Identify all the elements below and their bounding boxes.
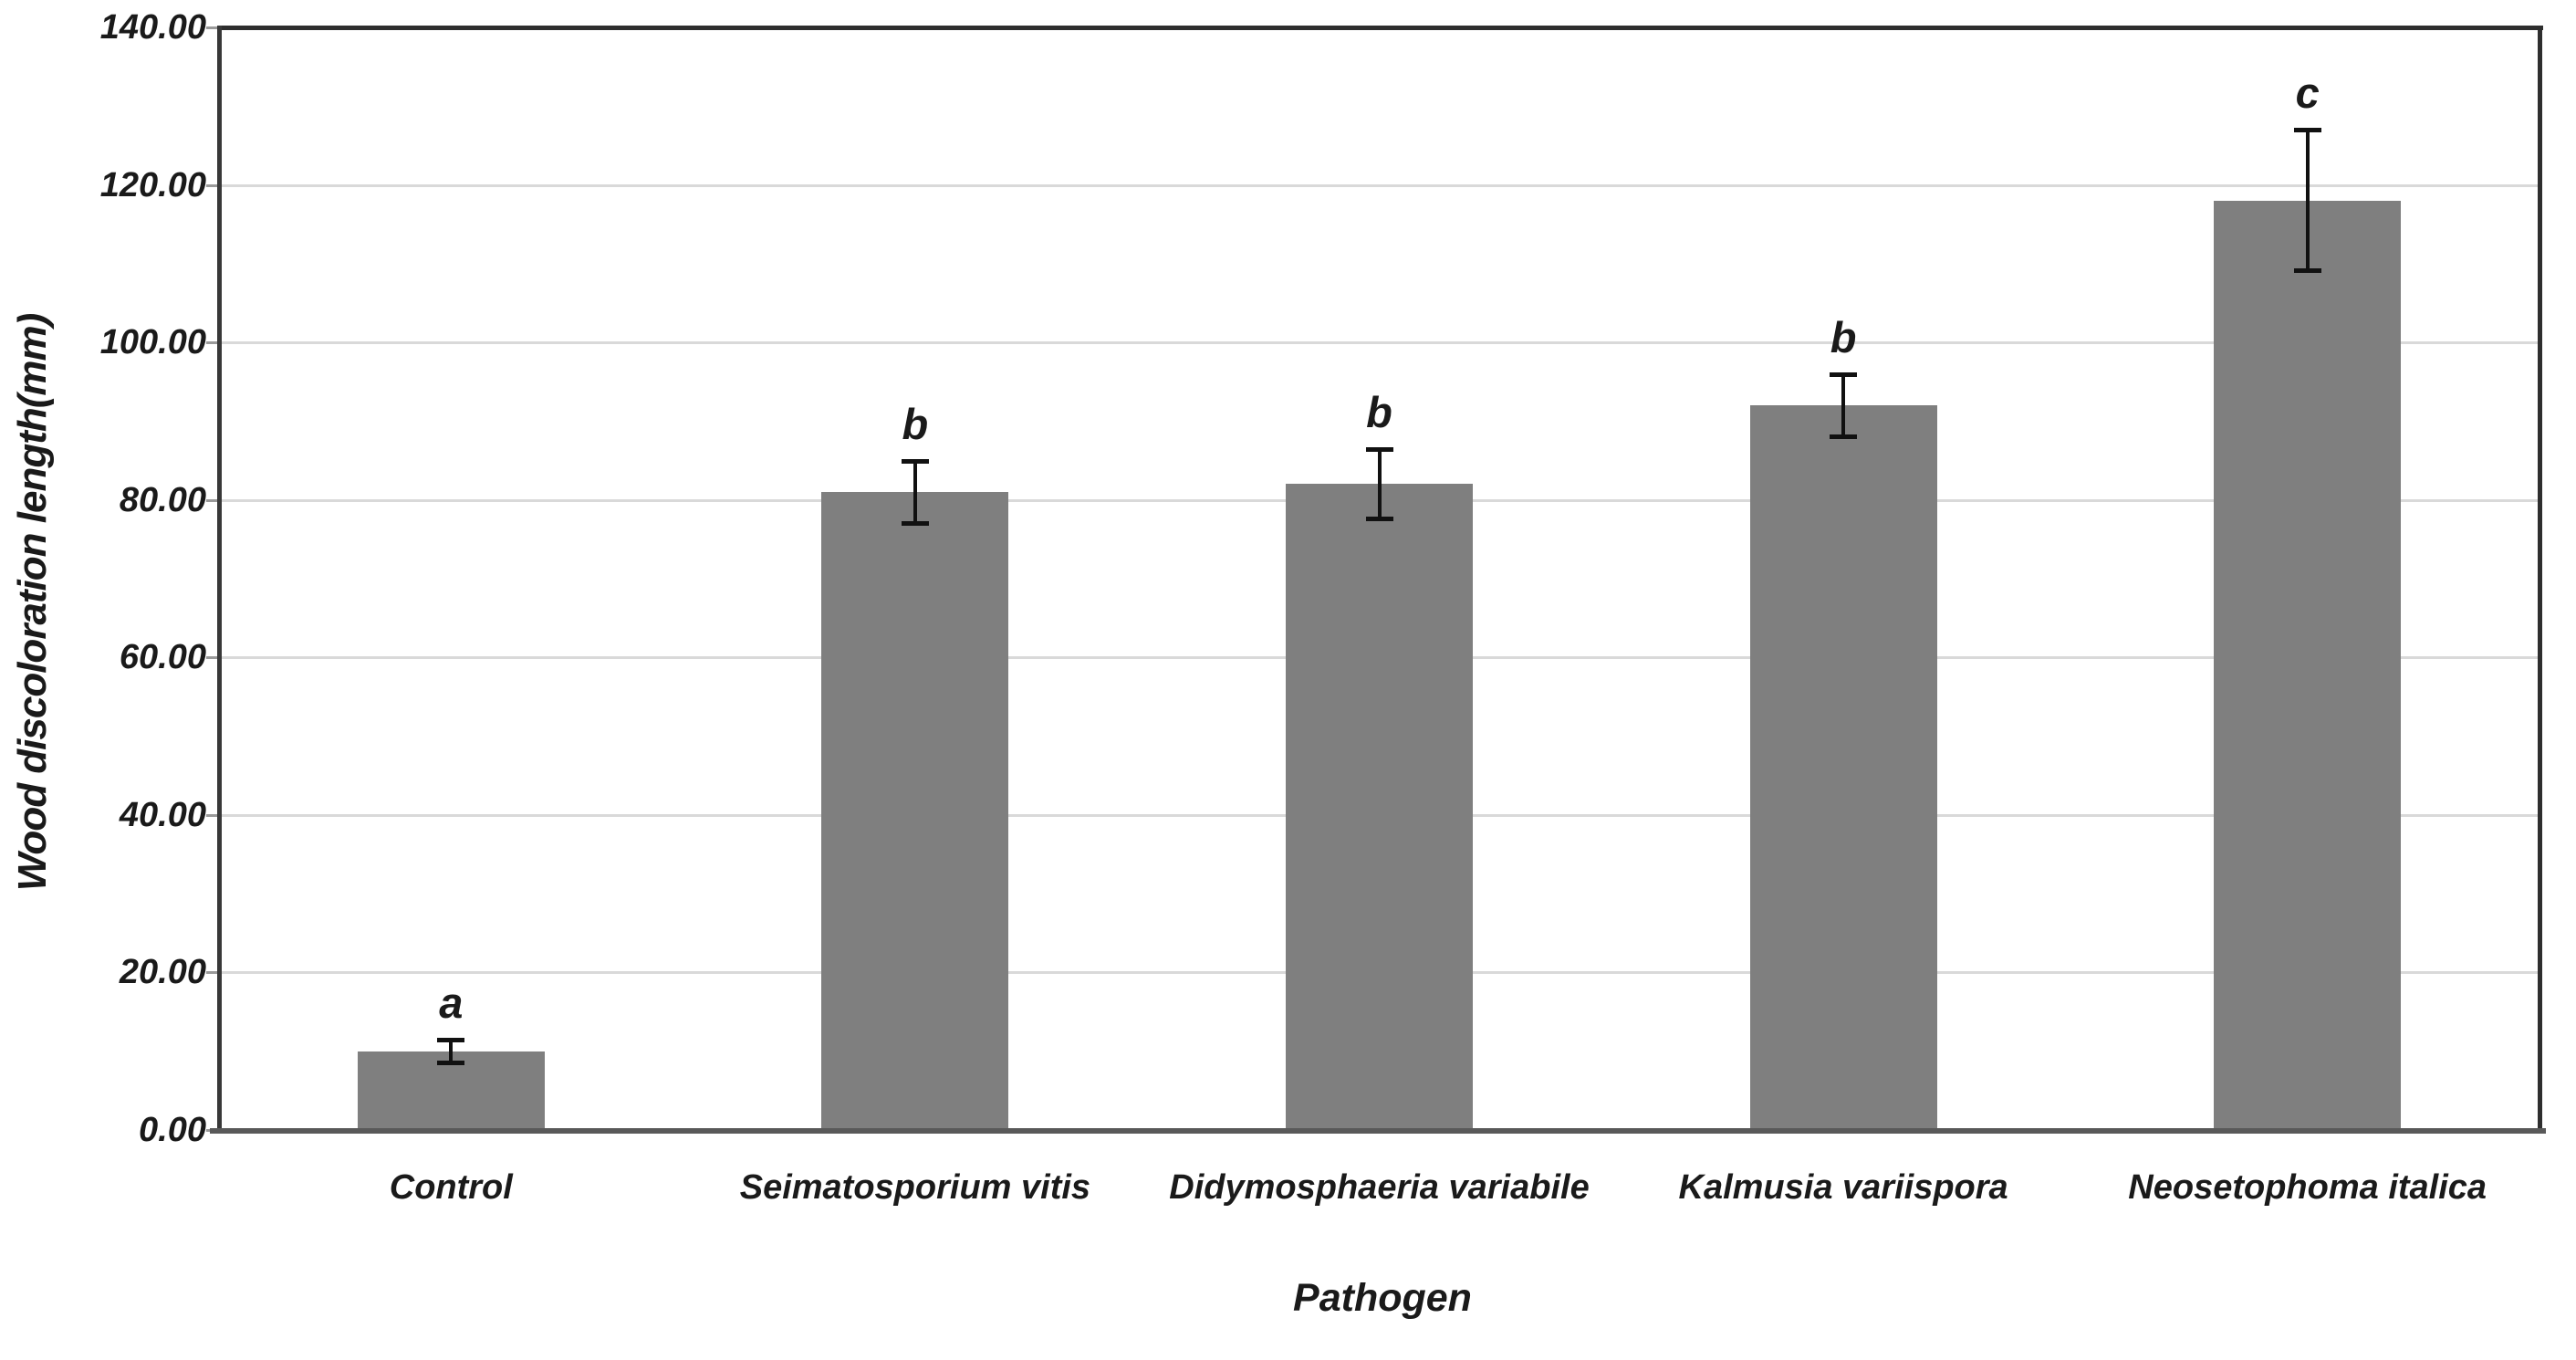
y-axis-tick (206, 183, 219, 187)
significance-letter: c (2295, 68, 2320, 118)
y-axis-tick-label: 40.00 (119, 795, 206, 834)
error-bar-cap-top (1365, 446, 1393, 452)
gridline (219, 183, 2539, 187)
significance-letter: a (439, 978, 464, 1027)
gridline (219, 341, 2539, 345)
error-bar-cap-bottom (437, 1060, 465, 1065)
y-axis-tick (206, 813, 219, 817)
error-bar-line (913, 460, 917, 524)
y-axis-tick (206, 26, 219, 29)
bar (2214, 200, 2402, 1130)
y-axis-line (217, 26, 222, 1133)
error-bar-line (2305, 130, 2310, 272)
error-bar-line (1377, 448, 1382, 520)
error-bar-line (449, 1039, 454, 1063)
error-bar-cap-bottom (901, 520, 929, 526)
y-axis-tick (206, 498, 219, 502)
y-axis-tick-label: 0.00 (139, 1111, 206, 1149)
error-bar-cap-bottom (2293, 268, 2321, 274)
y-axis-tick-label: 60.00 (119, 638, 206, 677)
y-axis-tick-label: 120.00 (99, 165, 206, 204)
plot-border-right (2538, 26, 2542, 1133)
error-bar-line (1841, 373, 1846, 437)
x-axis-title: Pathogen (1293, 1276, 1472, 1320)
x-category-label: Didymosphaeria variabile (1169, 1168, 1590, 1207)
significance-letter: b (1366, 387, 1392, 436)
error-bar-cap-top (901, 458, 929, 464)
x-category-label: Kalmusia variispora (1678, 1168, 2008, 1207)
y-axis-tick (206, 656, 219, 660)
error-bar-cap-bottom (1830, 434, 1858, 439)
bar (821, 492, 1009, 1130)
y-axis-tick-label: 20.00 (119, 953, 206, 992)
significance-letter: b (1830, 312, 1857, 361)
error-bar-cap-top (437, 1037, 465, 1042)
error-bar-cap-top (1830, 371, 1858, 377)
y-axis-tick (206, 341, 219, 345)
y-axis-tick-label: 140.00 (99, 8, 206, 47)
x-category-label: Seimatosporium vitis (739, 1168, 1091, 1207)
plot-border-top (217, 26, 2543, 30)
bar (1749, 405, 1937, 1130)
x-category-label: Control (389, 1168, 513, 1207)
error-bar-cap-top (2293, 128, 2321, 133)
y-axis-tick-label: 80.00 (119, 480, 206, 519)
significance-letter: b (902, 399, 929, 448)
y-axis-tick (206, 971, 219, 975)
x-axis-line (210, 1128, 2546, 1134)
error-bar-cap-bottom (1365, 517, 1393, 522)
x-category-label: Neosetophoma italica (2128, 1168, 2487, 1207)
y-axis-tick-label: 100.00 (99, 323, 206, 362)
bar (1286, 484, 1473, 1130)
